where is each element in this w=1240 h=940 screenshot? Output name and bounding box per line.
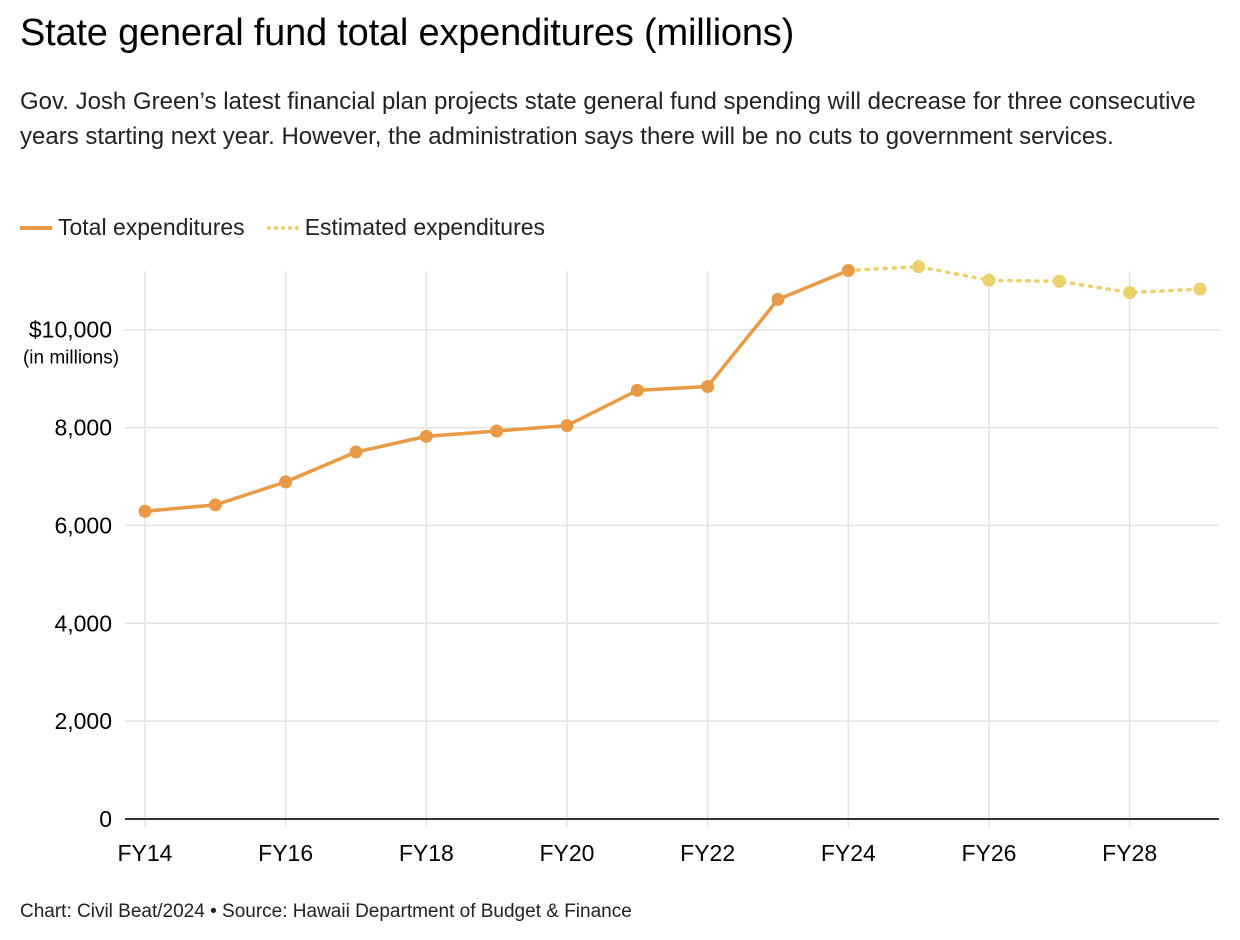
point-estimated-FY29 xyxy=(1193,282,1207,296)
point-estimated-FY27 xyxy=(1052,274,1066,288)
point-total-FY23 xyxy=(771,292,785,306)
x-tick-label-FY16: FY16 xyxy=(258,840,313,866)
point-total-FY19 xyxy=(490,424,504,438)
x-tick-label-FY26: FY26 xyxy=(962,840,1017,866)
point-total-FY16 xyxy=(279,475,293,489)
x-tick-label-FY22: FY22 xyxy=(680,840,735,866)
y-tick-label-8000: 8,000 xyxy=(54,415,112,441)
legend-item-estimated: Estimated expenditures xyxy=(266,214,546,241)
point-total-FY14 xyxy=(138,504,152,518)
y-tick-label-0: 0 xyxy=(99,806,112,832)
legend-label-estimated: Estimated expenditures xyxy=(304,214,546,240)
x-tick-label-FY28: FY28 xyxy=(1102,840,1157,866)
point-total-FY15 xyxy=(208,498,222,512)
point-total-FY24 xyxy=(841,264,855,278)
point-estimated-FY26 xyxy=(982,273,996,287)
legend-swatch-total xyxy=(20,225,52,230)
x-tick-label-FY20: FY20 xyxy=(540,840,595,866)
y-tick-label-2000: 2,000 xyxy=(54,708,112,734)
legend: Total expenditures Estimated expenditure… xyxy=(20,214,567,241)
legend-item-total: Total expenditures xyxy=(20,214,245,241)
x-tick-label-FY18: FY18 xyxy=(399,840,454,866)
chart-credit: Chart: Civil Beat/2024 • Source: Hawaii … xyxy=(20,901,632,922)
x-tick-label-FY24: FY24 xyxy=(821,840,876,866)
y-tick-label-6000: 6,000 xyxy=(54,512,112,538)
chart-subtitle: Gov. Josh Green’s latest financial plan … xyxy=(20,88,1196,150)
point-estimated-FY28 xyxy=(1123,286,1137,300)
y-unit-label: (in millions) xyxy=(23,348,119,369)
series-line-total xyxy=(143,268,851,513)
chart-title: State general fund total expenditures (m… xyxy=(20,12,795,54)
point-total-FY21 xyxy=(630,383,644,397)
series-line-estimated xyxy=(846,264,1202,295)
series xyxy=(138,260,1207,518)
point-total-FY22 xyxy=(701,379,715,393)
x-tick-label-FY14: FY14 xyxy=(118,840,173,866)
point-total-FY20 xyxy=(560,419,574,433)
y-tick-label-4000: 4,000 xyxy=(54,610,112,636)
point-total-FY17 xyxy=(349,445,363,459)
y-tick-label-10000: $10,000 xyxy=(29,317,112,343)
grid xyxy=(125,271,1219,827)
legend-label-total: Total expenditures xyxy=(58,214,245,240)
point-estimated-FY25 xyxy=(912,260,926,274)
line-chart: 0 2,000 4,000 6,000 8,000 $10,000 (in millions… xyxy=(23,260,1219,866)
axes: 0 2,000 4,000 6,000 8,000 $10,000 (in millions… xyxy=(23,317,1219,866)
point-total-FY18 xyxy=(419,429,433,443)
legend-swatch-estimated xyxy=(266,225,299,230)
